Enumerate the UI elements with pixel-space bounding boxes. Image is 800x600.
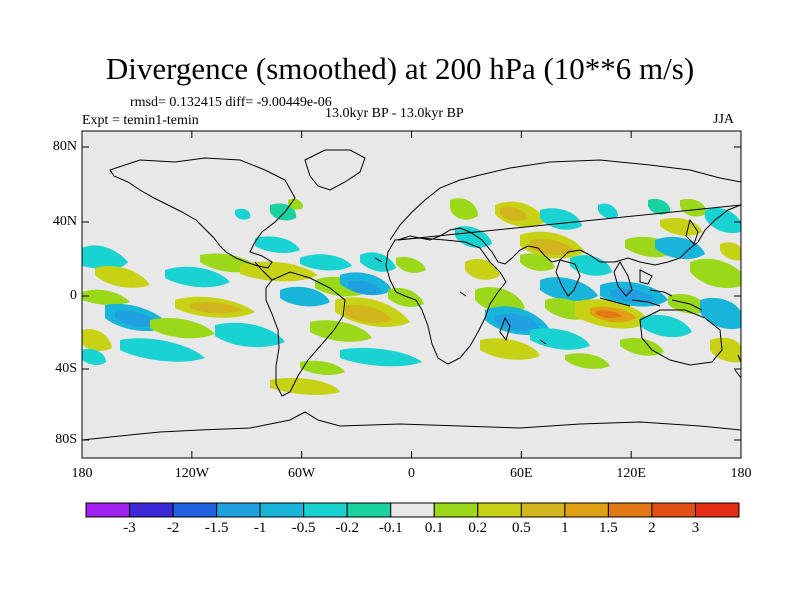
colorbar-label: 0.2 — [468, 520, 488, 536]
colorbar-swatch — [85, 502, 131, 518]
colorbar-swatch — [303, 502, 348, 518]
lat-label: 80S — [55, 432, 77, 447]
colorbar-swatch — [172, 502, 218, 518]
colorbar-label: 2 — [648, 520, 656, 536]
colorbar-swatch — [390, 502, 435, 518]
colorbar-swatch — [259, 502, 305, 518]
colorbar-label: -1 — [253, 520, 267, 536]
colorbar-label: -0.1 — [378, 520, 403, 536]
lon-label: 60E — [510, 466, 533, 481]
lon-label: 180 — [71, 466, 93, 481]
season-label: JJA — [713, 112, 735, 127]
colorbar-label: -3 — [123, 520, 136, 536]
colorbar-label: -2 — [166, 520, 180, 536]
coastlines — [82, 149, 741, 441]
colorbar-label: -1.5 — [204, 520, 229, 536]
colorbar-swatch — [346, 502, 392, 518]
lon-label: 60W — [288, 466, 316, 481]
colorbar-swatch — [651, 502, 696, 518]
colorbar-swatch — [477, 502, 522, 518]
lon-label: 120E — [616, 466, 646, 481]
colorbar-swatch — [216, 502, 261, 518]
colorbar-label: 0.1 — [424, 520, 444, 536]
lat-label: 40N — [52, 214, 77, 229]
stats-text: rmsd= 0.132415 diff= -9.00449e-06 — [130, 95, 332, 110]
plot-title: Divergence (smoothed) at 200 hPa (10**6 … — [105, 51, 695, 86]
divergence-field — [82, 198, 741, 395]
colorbar-swatch — [694, 502, 740, 518]
colorbar-swatch — [607, 502, 653, 518]
period-label: 13.0kyr BP - 13.0kyr BP — [325, 106, 464, 121]
colorbar — [85, 502, 740, 518]
colorbar-swatch — [129, 502, 174, 518]
lon-label: 0 — [408, 466, 415, 481]
axis-ticks — [81, 131, 742, 458]
lat-label: 80N — [52, 139, 77, 154]
colorbar-label: -0.5 — [291, 520, 316, 536]
colorbar-label: 1 — [561, 520, 569, 536]
lat-label: 0 — [70, 288, 77, 303]
lon-label: 180 — [730, 466, 752, 481]
colorbar-label: 0.5 — [511, 520, 531, 536]
lon-label: 120W — [174, 466, 209, 481]
lat-label: 40S — [55, 361, 77, 376]
colorbar-label: -0.2 — [335, 520, 360, 536]
colorbar-label: 3 — [691, 520, 700, 536]
experiment-label: Expt = temin1-temin — [82, 113, 199, 128]
colorbar-swatch — [564, 502, 609, 518]
colorbar-swatch — [433, 502, 479, 518]
colorbar-label: 1.5 — [599, 520, 618, 536]
colorbar-swatch — [520, 502, 566, 518]
